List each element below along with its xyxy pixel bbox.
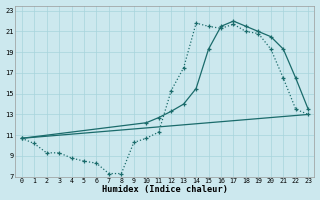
- X-axis label: Humidex (Indice chaleur): Humidex (Indice chaleur): [102, 185, 228, 194]
